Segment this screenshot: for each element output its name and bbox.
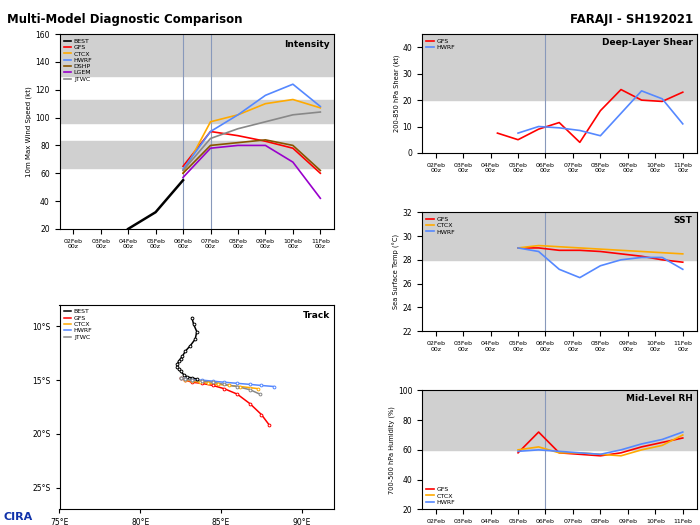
BEST <box>175 366 183 372</box>
GFS <box>257 412 265 418</box>
BEST <box>193 329 201 335</box>
HWRF <box>181 376 190 382</box>
JTWC <box>233 383 242 390</box>
HWRF <box>270 383 279 390</box>
BEST <box>190 321 198 327</box>
GFS <box>246 401 254 407</box>
Line: GFS: GFS <box>181 378 270 425</box>
CTCX <box>214 381 222 387</box>
HWRF <box>257 382 265 388</box>
HWRF <box>197 377 206 383</box>
CTCX <box>246 384 254 391</box>
CTCX <box>254 385 262 392</box>
HWRF <box>246 381 254 387</box>
Text: Multi-Model Diagnostic Comparison: Multi-Model Diagnostic Comparison <box>7 13 242 26</box>
CTCX <box>176 375 185 381</box>
GFS <box>181 377 190 383</box>
Text: SST: SST <box>673 216 692 225</box>
CTCX <box>225 382 233 388</box>
Text: FARAJI - SH192021: FARAJI - SH192021 <box>570 13 693 26</box>
Y-axis label: 10m Max Wind Speed (kt): 10m Max Wind Speed (kt) <box>26 86 32 177</box>
Line: JTWC: JTWC <box>181 378 260 394</box>
GFS <box>233 391 242 397</box>
BEST <box>183 374 191 380</box>
GFS <box>197 380 206 386</box>
Bar <box>60 34 334 76</box>
BEST <box>193 376 201 382</box>
CTCX <box>204 380 212 386</box>
Legend: GFS, CTCX, HWRF: GFS, CTCX, HWRF <box>425 486 456 506</box>
Text: CIRA: CIRA <box>4 512 33 522</box>
BEST <box>181 348 190 354</box>
GFS <box>265 422 274 428</box>
JTWC <box>176 375 185 381</box>
CTCX <box>181 377 190 383</box>
JTWC <box>188 377 196 383</box>
Bar <box>422 391 696 450</box>
Bar <box>422 34 696 100</box>
Y-axis label: Sea Surface Temp (°C): Sea Surface Temp (°C) <box>393 234 400 309</box>
BEST <box>188 314 196 321</box>
HWRF <box>233 380 242 386</box>
JTWC <box>181 376 190 382</box>
HWRF <box>176 375 185 381</box>
GFS <box>220 385 228 392</box>
BEST <box>180 372 188 378</box>
Legend: GFS, HWRF: GFS, HWRF <box>425 37 456 51</box>
BEST <box>188 375 196 381</box>
Legend: BEST, GFS, CTCX, HWRF, JTWC: BEST, GFS, CTCX, HWRF, JTWC <box>62 308 94 341</box>
Text: Track: Track <box>302 311 330 320</box>
BEST <box>186 342 195 349</box>
BEST <box>191 336 200 342</box>
CTCX <box>236 383 244 390</box>
HWRF <box>188 377 196 383</box>
Legend: BEST, GFS, CTCX, HWRF, DSHP, LGEM, JTWC: BEST, GFS, CTCX, HWRF, DSHP, LGEM, JTWC <box>62 37 94 83</box>
CTCX <box>196 379 204 385</box>
Y-axis label: 200-850 hPa Shear (kt): 200-850 hPa Shear (kt) <box>393 55 400 132</box>
GFS <box>209 382 217 388</box>
BEST <box>176 369 185 375</box>
BEST <box>175 358 183 364</box>
Text: Intensity: Intensity <box>284 40 330 49</box>
BEST <box>178 353 186 360</box>
JTWC <box>256 391 264 397</box>
Y-axis label: 700-500 hPa Humidity (%): 700-500 hPa Humidity (%) <box>389 406 395 494</box>
Bar <box>422 212 696 260</box>
Bar <box>60 141 334 167</box>
GFS <box>188 379 196 385</box>
Line: BEST: BEST <box>177 318 197 379</box>
JTWC <box>246 386 254 393</box>
Text: Deep-Layer Shear: Deep-Layer Shear <box>601 38 692 47</box>
HWRF <box>209 378 217 384</box>
Legend: GFS, CTCX, HWRF: GFS, CTCX, HWRF <box>425 215 456 236</box>
Bar <box>60 100 334 123</box>
Text: Mid-Level RH: Mid-Level RH <box>626 394 692 403</box>
GFS <box>176 375 185 381</box>
JTWC <box>209 379 217 385</box>
JTWC <box>220 381 228 387</box>
BEST <box>173 361 181 367</box>
JTWC <box>197 378 206 384</box>
BEST <box>176 355 185 362</box>
HWRF <box>220 379 228 385</box>
Line: HWRF: HWRF <box>181 378 274 386</box>
CTCX <box>188 378 196 384</box>
Line: CTCX: CTCX <box>181 378 258 388</box>
BEST <box>173 364 181 370</box>
